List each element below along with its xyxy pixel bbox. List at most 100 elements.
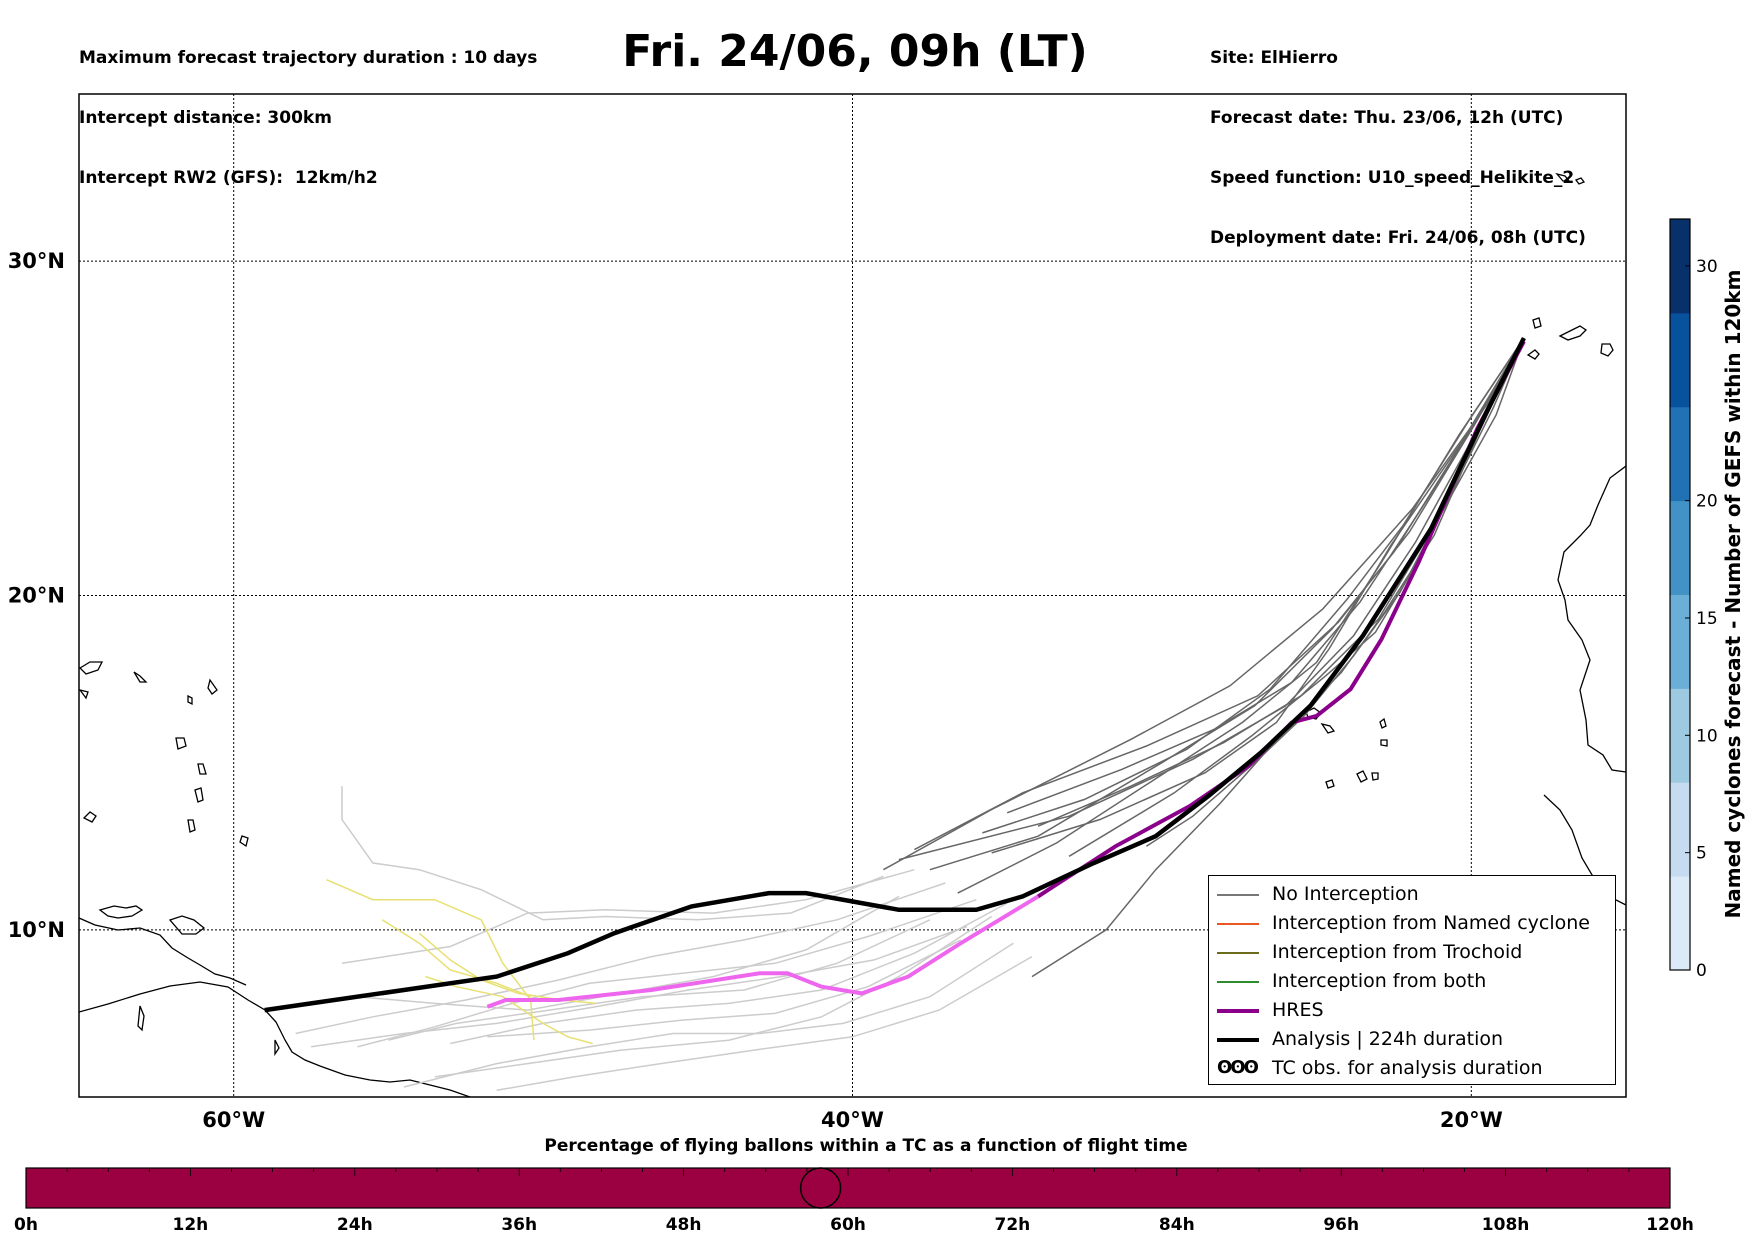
- legend-item-both: Interception from both: [1209, 967, 1615, 996]
- legend: No Interception Interception from Named c…: [1208, 875, 1616, 1085]
- colorbar-segment: [1670, 406, 1690, 502]
- colorbar-segment: [1670, 782, 1690, 877]
- coast-canary-1: [1532, 317, 1542, 329]
- legend-item-trochoid: Interception from Trochoid: [1209, 938, 1615, 967]
- legend-item-analysis: Analysis | 224h duration: [1209, 1025, 1615, 1054]
- colorbar-tick-label: 0: [1696, 961, 1707, 981]
- legend-label: Analysis | 224h duration: [1272, 1028, 1504, 1050]
- header-max-duration: Maximum forecast trajectory duration : 1…: [79, 48, 538, 68]
- coast-barbados: [82, 811, 249, 848]
- legend-label: Interception from Trochoid: [1272, 941, 1523, 963]
- ensemble-track-light: [357, 895, 900, 1011]
- timebar-tick-label: 108h: [1482, 1215, 1530, 1235]
- ensemble-track-yellow: [381, 919, 531, 998]
- colorbar-segment: [1670, 219, 1690, 314]
- lat-tick-label: 10°N: [8, 918, 65, 942]
- tracks-light: [295, 786, 1033, 1092]
- lat-tick-label: 30°N: [8, 249, 65, 273]
- ensemble-track-light: [341, 868, 915, 965]
- map-title: Fri. 24/06, 09h (LT): [622, 26, 1088, 77]
- coast-capeverde-2: [1320, 722, 1336, 734]
- timebar-tick-label: 36h: [501, 1215, 537, 1235]
- ensemble-track-no-interception: [914, 337, 1525, 851]
- timebar-tick-label: 0h: [14, 1215, 38, 1235]
- header-info-right: Site: ElHierro Forecast date: Thu. 23/06…: [1210, 8, 1586, 268]
- legend-swatch: [1217, 894, 1259, 896]
- timebar-tick-label: 48h: [666, 1215, 702, 1235]
- coast-capeverde-1: [1305, 707, 1322, 720]
- ensemble-track-light: [388, 919, 931, 1041]
- timebar-tick-label: 96h: [1323, 1215, 1359, 1235]
- ensemble-track-light: [295, 882, 946, 1035]
- colorbar-tick-label: 20: [1696, 492, 1718, 512]
- coast-africa: [1557, 465, 1626, 773]
- legend-label: Interception from Named cyclone: [1272, 912, 1590, 934]
- timebar-tick-label: 60h: [830, 1215, 866, 1235]
- coast-capeverde-7: [1371, 772, 1379, 781]
- header-intercept-distance: Intercept distance: 300km: [79, 108, 332, 128]
- header-deployment-date: Deployment date: Fri. 24/06, 08h (UTC): [1210, 228, 1586, 248]
- coast-south-america: [79, 981, 471, 1097]
- coast-grenadines: [137, 1005, 280, 1057]
- legend-label: No Interception: [1272, 883, 1419, 905]
- ensemble-track-no-interception: [929, 337, 1525, 871]
- ensemble-track-light: [450, 902, 1008, 1045]
- coast-capeverde-3: [1379, 717, 1387, 729]
- legend-label: Interception from both: [1272, 970, 1487, 992]
- coast-trinidad: [98, 905, 206, 935]
- header-intercept-rw2: Intercept RW2 (GFS): 12km/h2: [79, 168, 378, 188]
- coast-canary-4: [1526, 349, 1540, 360]
- ensemble-track-yellow: [418, 932, 596, 1005]
- tc-obs-symbol-icon: ʘʘʘ: [1217, 1057, 1259, 1078]
- coast-canary-3: [1600, 343, 1614, 357]
- legend-item-hres: HRES: [1209, 996, 1615, 1025]
- header-forecast-date: Forecast date: Thu. 23/06, 12h (UTC): [1210, 108, 1564, 128]
- ensemble-track-light: [487, 939, 962, 1038]
- ensemble-track-no-interception: [898, 337, 1525, 861]
- colorbar-tick-label: 5: [1696, 844, 1707, 864]
- timebar-tick-label: 120h: [1646, 1215, 1694, 1235]
- ensemble-track-light: [357, 898, 977, 1048]
- ensemble-track-light: [496, 955, 1033, 1092]
- timebar-marker: [799, 1167, 842, 1209]
- legend-label: HRES: [1272, 999, 1324, 1021]
- coast-virgin-islands: [79, 661, 148, 700]
- colorbar-segment: [1670, 688, 1690, 783]
- legend-swatch: [1217, 923, 1259, 925]
- header-site: Site: ElHierro: [1210, 48, 1338, 68]
- tracks-yellow: [326, 879, 596, 1045]
- timebar-tick-label: 24h: [337, 1215, 373, 1235]
- lat-tick-label: 20°N: [8, 584, 65, 608]
- coast-lesser-antilles: [175, 678, 218, 833]
- legend-swatch: [1217, 1038, 1259, 1042]
- legend-label: TC obs. for analysis duration: [1272, 1057, 1543, 1079]
- ensemble-track-no-interception: [883, 337, 1525, 871]
- coast-capeverde-5: [1325, 779, 1335, 789]
- ensemble-track-light: [310, 925, 968, 1048]
- hres-track-light: [486, 894, 1040, 1009]
- colorbar-segment: [1670, 876, 1690, 971]
- ensemble-track-no-interception: [1068, 337, 1525, 857]
- legend-item-named-cyclone: Interception from Named cyclone: [1209, 909, 1615, 938]
- ensemble-track-no-interception: [1006, 337, 1525, 814]
- lon-tick-label: 40°W: [821, 1108, 884, 1132]
- ensemble-track-light: [403, 942, 1014, 1088]
- colorbar-tick-label: 10: [1696, 726, 1718, 746]
- colorbar-segment: [1670, 500, 1690, 595]
- legend-item-no-interception: No Interception: [1209, 880, 1615, 909]
- timebar-tick-label: 12h: [173, 1215, 209, 1235]
- timebar-fill: [25, 1167, 1671, 1209]
- ensemble-track-light: [434, 915, 993, 1078]
- ensemble-track-no-interception: [991, 337, 1525, 854]
- colorbar-tick-label: 30: [1696, 257, 1718, 277]
- coast-capeverde-6: [1356, 770, 1368, 783]
- timebar-tick-label: 72h: [995, 1215, 1031, 1235]
- legend-swatch: [1217, 1009, 1259, 1013]
- ensemble-track-yellow: [425, 975, 593, 1045]
- header-speed-function: Speed function: U10_speed_Helikite_2: [1210, 168, 1575, 188]
- ensemble-track-light: [341, 786, 884, 921]
- ensemble-track-no-interception: [982, 337, 1525, 834]
- lon-tick-label: 60°W: [202, 1108, 265, 1132]
- timebar-tick-label: 84h: [1159, 1215, 1195, 1235]
- colorbar-segment: [1670, 594, 1690, 689]
